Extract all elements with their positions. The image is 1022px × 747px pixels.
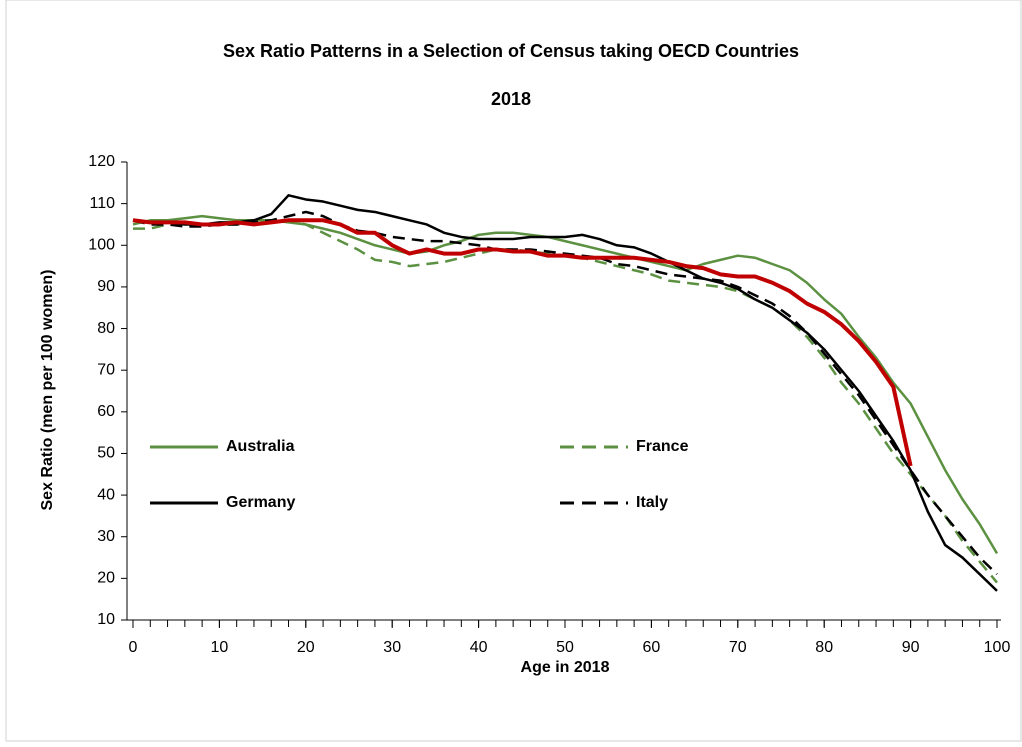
y-tick-label: 90 [97, 278, 115, 295]
y-tick-label: 70 [97, 361, 115, 378]
chart-subtitle: 2018 [491, 89, 531, 109]
legend-label: Italy [636, 494, 668, 511]
x-tick-label: 50 [556, 639, 574, 656]
y-tick-label: 30 [97, 528, 115, 545]
y-tick-label: 60 [97, 403, 115, 420]
y-tick-label: 110 [89, 195, 115, 212]
series-line [132, 210, 998, 576]
x-tick-label: 30 [383, 639, 401, 656]
y-tick-label: 100 [88, 236, 115, 253]
y-tick-label: 40 [97, 486, 115, 503]
y-tick-label: 50 [97, 445, 115, 462]
series-line [132, 218, 913, 467]
series-line [132, 194, 998, 592]
x-tick-label: 0 [129, 639, 138, 656]
x-tick-label: 40 [470, 639, 488, 656]
x-tick-label: 60 [643, 639, 661, 656]
y-tick-label: 80 [97, 320, 115, 337]
legend-label: France [636, 438, 689, 455]
x-axis-label: Age in 2018 [521, 659, 610, 676]
legend-label: Australia [226, 438, 295, 455]
y-tick-label: 10 [97, 611, 115, 628]
y-axis-label: Sex Ratio (men per 100 women) [39, 270, 56, 511]
y-tick-label: 120 [88, 153, 115, 170]
legend-label: Germany [226, 494, 295, 511]
x-tick-label: 90 [902, 639, 920, 656]
x-tick-label: 10 [211, 639, 229, 656]
x-tick-label: 20 [297, 639, 315, 656]
chart-frame [5, 0, 1022, 742]
chart-title: Sex Ratio Patterns in a Selection of Cen… [223, 41, 799, 61]
x-tick-label: 100 [984, 639, 1011, 656]
y-tick-label: 20 [97, 570, 115, 587]
x-tick-label: 70 [729, 639, 747, 656]
x-tick-label: 80 [815, 639, 833, 656]
